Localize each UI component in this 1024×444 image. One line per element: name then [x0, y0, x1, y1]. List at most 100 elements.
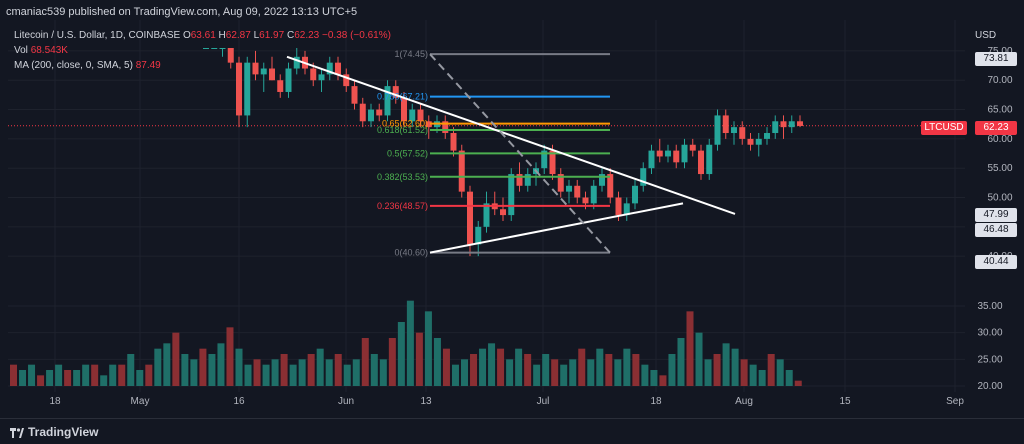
volume-bar: [343, 364, 351, 386]
fib-level-label: 0.5(57.52): [387, 148, 428, 158]
volume-bar: [442, 348, 450, 386]
tradingview-brand[interactable]: TradingView: [10, 425, 98, 439]
volume-bar: [560, 364, 568, 386]
candle-body: [500, 209, 506, 216]
ma-label: MA (200, close, 0, SMA, 5): [14, 60, 133, 71]
candle-body: [409, 109, 416, 122]
candle-body: [417, 109, 424, 122]
brand-name: TradingView: [28, 425, 99, 439]
candle-body: [698, 150, 704, 175]
volume-bar: [325, 359, 333, 386]
price-badge-2: 47.99: [975, 208, 1017, 222]
time-tick-label: Jun: [338, 396, 354, 407]
tradingview-logo-icon: [10, 427, 24, 438]
volume-bar: [208, 354, 216, 386]
candle-body: [615, 197, 622, 216]
volume-bar: [91, 364, 99, 386]
candle-body: [458, 150, 465, 192]
candle-body: [607, 174, 614, 198]
candle-body: [665, 150, 671, 157]
candle-body: [797, 121, 803, 126]
volume-bar: [289, 364, 297, 386]
volume-legend: Vol 68.543K: [14, 45, 68, 56]
price-tick-label: 65.00: [987, 105, 1012, 116]
volume-bar: [758, 370, 766, 386]
ticker-badge: LTCUSD: [921, 121, 967, 135]
volume-bar: [614, 359, 622, 386]
open-label: O: [182, 30, 191, 41]
volume-bar: [551, 359, 559, 386]
candle-body: [623, 203, 630, 216]
volume-bar: [542, 354, 550, 386]
candle-body: [656, 150, 663, 157]
volume-bar: [181, 354, 189, 386]
volume-bar: [785, 370, 793, 386]
candle-body: [351, 86, 358, 104]
volume-bar: [55, 364, 63, 386]
publisher-caption: cmaniac539 published on TradingView.com,…: [6, 6, 358, 18]
candle-body: [227, 48, 234, 63]
candle-body: [582, 197, 589, 204]
price-tick-label: 70.00: [987, 75, 1012, 86]
volume-bar: [587, 359, 595, 386]
volume-bar: [253, 359, 261, 386]
lower-trendline: [429, 202, 684, 254]
candle-body: [747, 138, 754, 145]
candle-body: [566, 185, 572, 192]
candle-body: [574, 185, 581, 198]
candle-body: [368, 109, 374, 122]
candle-body: [376, 109, 383, 116]
volume-bar: [397, 322, 405, 386]
candle-body: [442, 121, 449, 134]
symbol-legend: Litecoin / U.S. Dollar, 1D, COINBASE O63…: [14, 30, 391, 41]
candle-body: [640, 168, 647, 186]
volume-bar: [280, 354, 288, 386]
candle-body: [483, 203, 490, 227]
candle-body: [203, 48, 209, 49]
volume-bar: [10, 364, 17, 386]
volume-bar: [199, 348, 207, 386]
volume-bar: [479, 348, 487, 386]
symbol-name: Litecoin / U.S. Dollar, 1D, COINBASE: [14, 30, 181, 41]
candle-body: [335, 62, 341, 75]
open-value: 63.61: [190, 30, 216, 41]
time-tick-label: 13: [420, 396, 432, 407]
fib-level-label: 1(74.45): [394, 49, 428, 59]
fib-level-label: 0(40.60): [394, 248, 428, 258]
candle-body: [689, 144, 696, 151]
candle-body: [722, 115, 729, 134]
volume-bar: [470, 354, 478, 386]
volume-bar: [127, 354, 135, 386]
volume-bar: [659, 375, 667, 386]
candle-body: [467, 191, 473, 245]
time-tick-label: May: [131, 396, 150, 407]
price-tick-label: 75.00: [987, 46, 1012, 57]
volume-bar: [605, 354, 613, 386]
volume-bar: [632, 354, 640, 386]
volume-value: 68.543K: [30, 45, 68, 56]
candle-body: [648, 150, 655, 169]
volume-bar: [677, 338, 685, 386]
volume-bar: [316, 348, 324, 386]
candle-body: [557, 174, 564, 192]
volume-bar: [740, 359, 748, 386]
volume-label: Vol: [14, 45, 28, 56]
volume-bar: [379, 359, 387, 386]
currency-label: USD: [975, 30, 997, 41]
price-tick-label: 60.00: [987, 134, 1012, 145]
candle-body: [549, 150, 556, 175]
volume-bar: [451, 364, 459, 386]
volume-bar: [262, 364, 270, 386]
candle-body: [764, 133, 770, 139]
candle-body: [244, 62, 251, 116]
change-value: −0.38 (−0.61%): [322, 30, 391, 41]
price-badge-3: 46.48: [975, 223, 1017, 237]
volume-bar: [641, 364, 649, 386]
volume-bar: [217, 343, 225, 386]
candle-body: [508, 174, 515, 216]
volume-bar: [334, 354, 342, 386]
volume-bar: [100, 375, 108, 386]
volume-bar: [686, 311, 694, 386]
volume-bar: [695, 332, 703, 386]
